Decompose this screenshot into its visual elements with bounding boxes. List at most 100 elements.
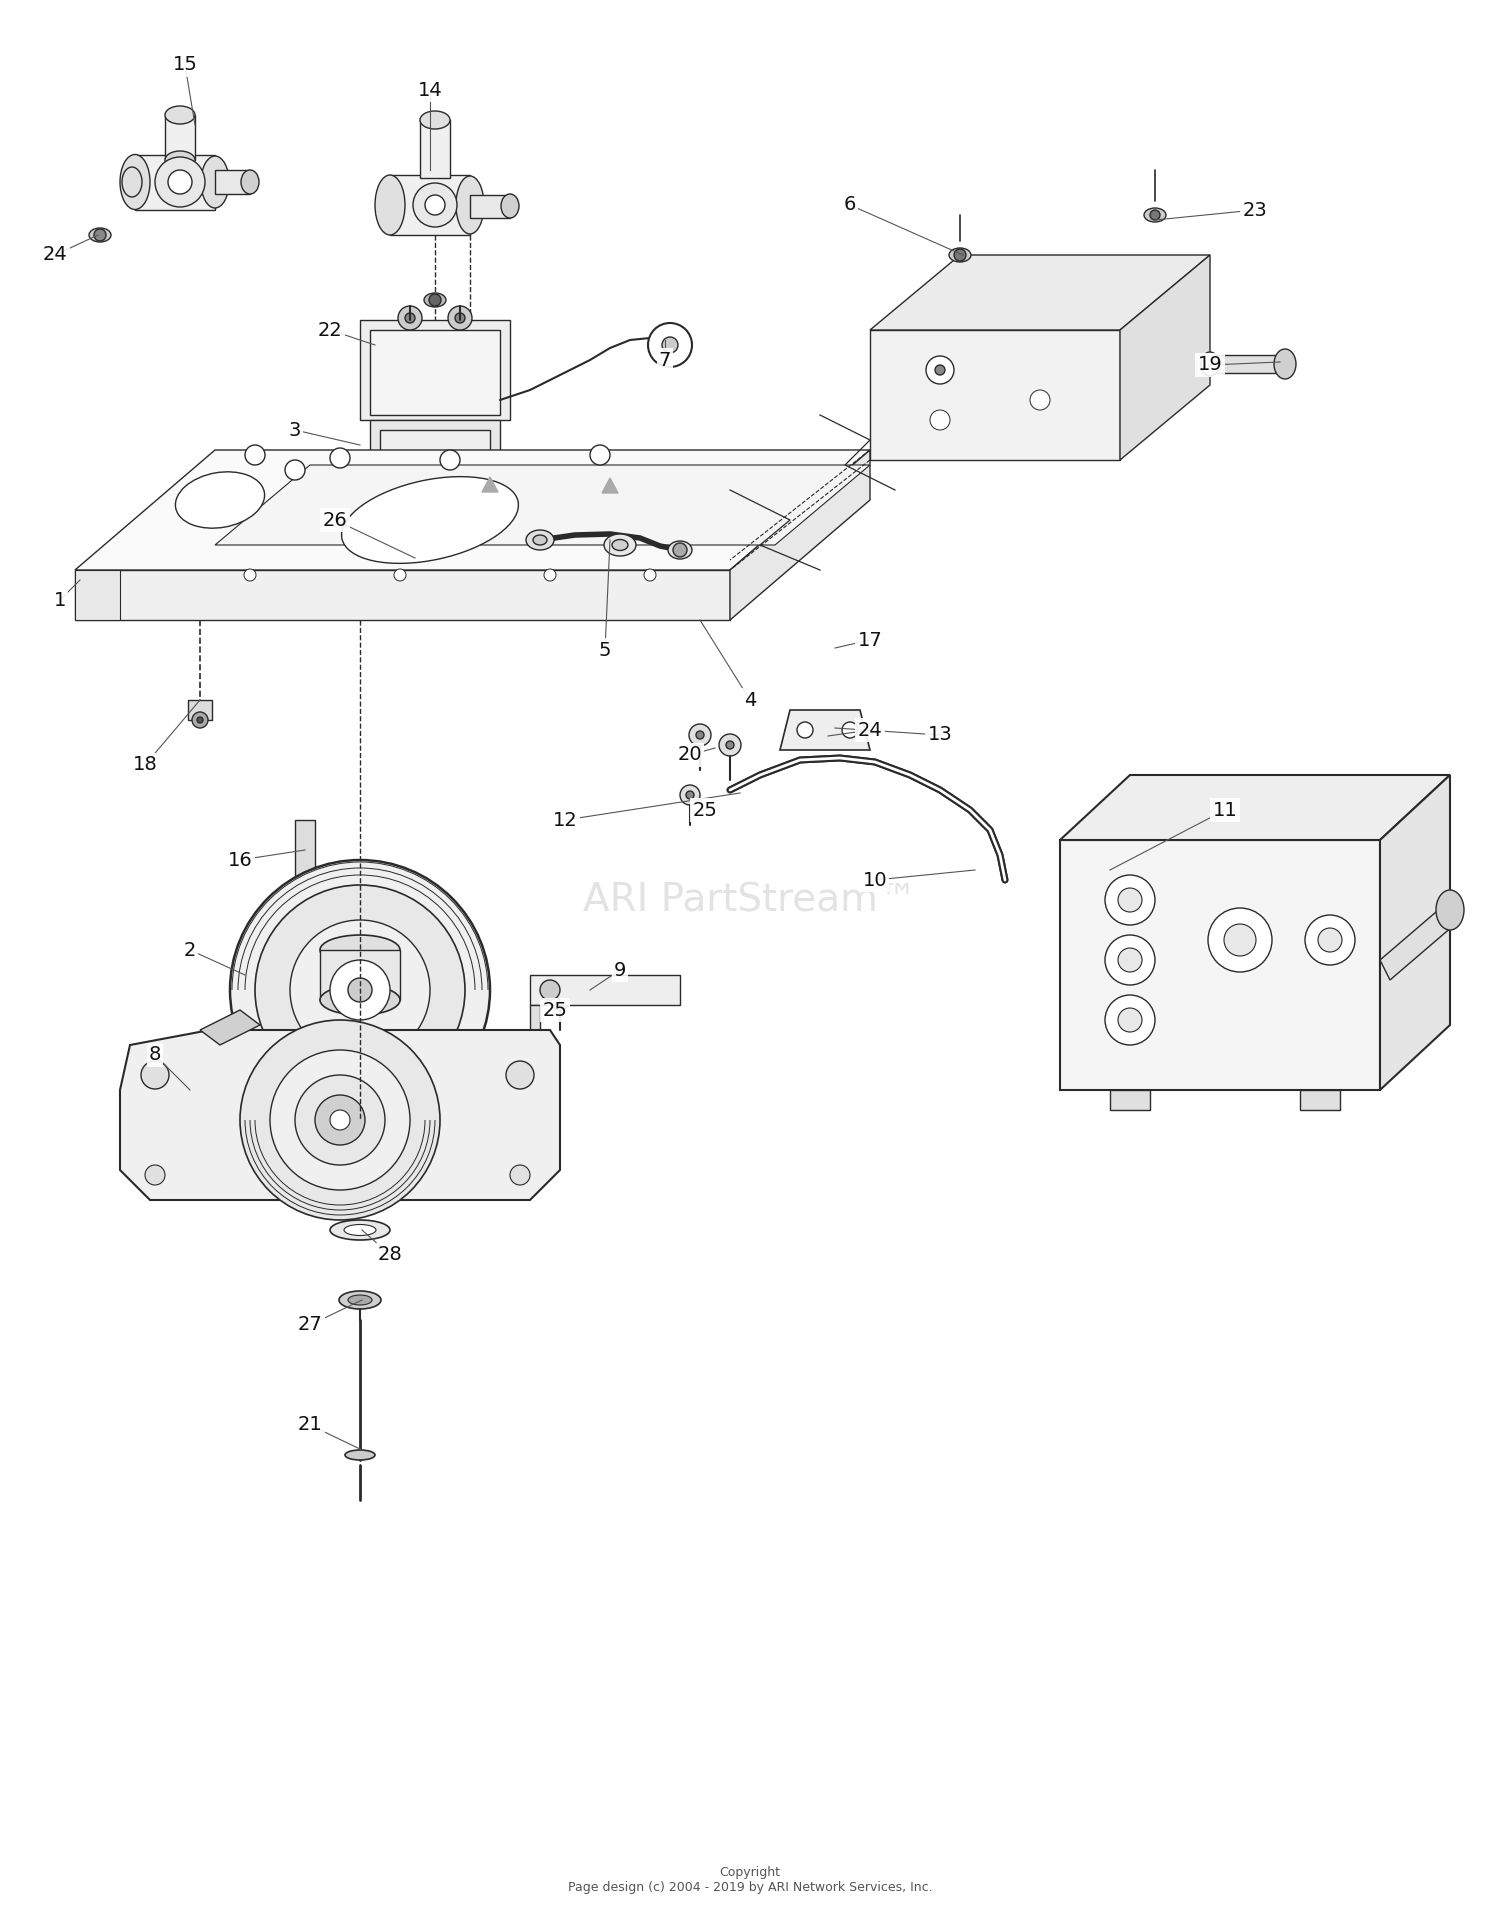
Polygon shape xyxy=(482,478,498,491)
Circle shape xyxy=(154,156,206,206)
Circle shape xyxy=(360,1048,380,1068)
Circle shape xyxy=(168,170,192,195)
Circle shape xyxy=(348,979,372,1002)
Text: 13: 13 xyxy=(927,725,952,744)
Circle shape xyxy=(285,461,304,480)
Circle shape xyxy=(146,1166,165,1185)
Text: 22: 22 xyxy=(318,320,342,339)
Polygon shape xyxy=(1380,900,1460,981)
Polygon shape xyxy=(120,1031,560,1201)
Circle shape xyxy=(424,195,445,216)
Circle shape xyxy=(842,723,858,738)
Ellipse shape xyxy=(456,175,484,233)
Circle shape xyxy=(330,447,350,468)
Ellipse shape xyxy=(348,1295,372,1305)
Circle shape xyxy=(270,1050,410,1191)
Ellipse shape xyxy=(501,195,519,218)
Circle shape xyxy=(296,1075,386,1166)
Text: 20: 20 xyxy=(678,746,702,765)
Text: 25: 25 xyxy=(693,800,717,819)
Polygon shape xyxy=(780,709,870,750)
Ellipse shape xyxy=(320,985,400,1016)
Polygon shape xyxy=(530,975,680,1006)
Polygon shape xyxy=(1210,355,1286,374)
Polygon shape xyxy=(420,119,450,177)
Circle shape xyxy=(448,306,472,330)
Text: 28: 28 xyxy=(378,1245,402,1264)
Text: 26: 26 xyxy=(322,511,348,530)
Text: 7: 7 xyxy=(658,351,670,370)
Circle shape xyxy=(380,503,400,522)
Circle shape xyxy=(726,742,734,750)
Circle shape xyxy=(1030,389,1050,410)
Ellipse shape xyxy=(165,106,195,123)
Polygon shape xyxy=(1110,1091,1150,1110)
Ellipse shape xyxy=(950,249,970,262)
Circle shape xyxy=(255,884,465,1095)
Circle shape xyxy=(934,364,945,376)
Circle shape xyxy=(405,312,416,324)
Text: 12: 12 xyxy=(552,811,578,829)
Ellipse shape xyxy=(532,536,548,545)
Circle shape xyxy=(430,555,439,565)
Ellipse shape xyxy=(375,175,405,235)
Polygon shape xyxy=(390,175,470,235)
Text: 18: 18 xyxy=(132,755,158,775)
Circle shape xyxy=(244,445,266,464)
Text: 24: 24 xyxy=(858,721,882,740)
Polygon shape xyxy=(370,330,500,414)
Ellipse shape xyxy=(1144,208,1166,222)
Circle shape xyxy=(394,568,406,582)
Text: 27: 27 xyxy=(297,1316,322,1335)
Text: 10: 10 xyxy=(862,871,888,890)
Ellipse shape xyxy=(424,293,445,306)
Circle shape xyxy=(648,324,692,366)
Circle shape xyxy=(240,1019,440,1220)
Circle shape xyxy=(94,229,106,241)
Text: 24: 24 xyxy=(42,245,68,264)
Circle shape xyxy=(662,337,678,353)
Text: Copyright
Page design (c) 2004 - 2019 by ARI Network Services, Inc.: Copyright Page design (c) 2004 - 2019 by… xyxy=(567,1865,933,1894)
Circle shape xyxy=(1208,908,1272,971)
Circle shape xyxy=(550,990,570,1010)
Polygon shape xyxy=(296,821,315,881)
Circle shape xyxy=(330,960,390,1019)
Circle shape xyxy=(413,183,458,227)
Polygon shape xyxy=(320,950,400,1000)
Text: 16: 16 xyxy=(228,850,252,869)
Circle shape xyxy=(796,723,813,738)
Circle shape xyxy=(688,725,711,746)
Circle shape xyxy=(470,503,490,522)
Circle shape xyxy=(1224,925,1256,956)
Ellipse shape xyxy=(176,472,264,528)
Circle shape xyxy=(244,568,256,582)
Text: 14: 14 xyxy=(417,81,442,100)
Text: 21: 21 xyxy=(297,1416,322,1434)
Text: 19: 19 xyxy=(1197,355,1222,374)
Ellipse shape xyxy=(330,1220,390,1239)
Circle shape xyxy=(290,919,430,1060)
Ellipse shape xyxy=(120,154,150,210)
Circle shape xyxy=(718,734,741,755)
Ellipse shape xyxy=(526,530,554,549)
Circle shape xyxy=(330,1110,350,1129)
Ellipse shape xyxy=(165,150,195,170)
Circle shape xyxy=(1106,994,1155,1044)
Ellipse shape xyxy=(668,541,692,559)
Polygon shape xyxy=(135,154,214,210)
Polygon shape xyxy=(1300,1091,1340,1110)
Polygon shape xyxy=(602,478,618,493)
Polygon shape xyxy=(75,451,870,570)
Ellipse shape xyxy=(821,728,840,742)
Circle shape xyxy=(398,306,422,330)
Circle shape xyxy=(1106,875,1155,925)
Circle shape xyxy=(590,445,610,464)
Circle shape xyxy=(440,451,460,470)
Polygon shape xyxy=(165,116,195,160)
Ellipse shape xyxy=(344,1224,376,1235)
Circle shape xyxy=(1150,210,1160,220)
Polygon shape xyxy=(1380,775,1450,1091)
Ellipse shape xyxy=(342,476,519,563)
Polygon shape xyxy=(75,570,120,620)
Polygon shape xyxy=(470,195,510,218)
